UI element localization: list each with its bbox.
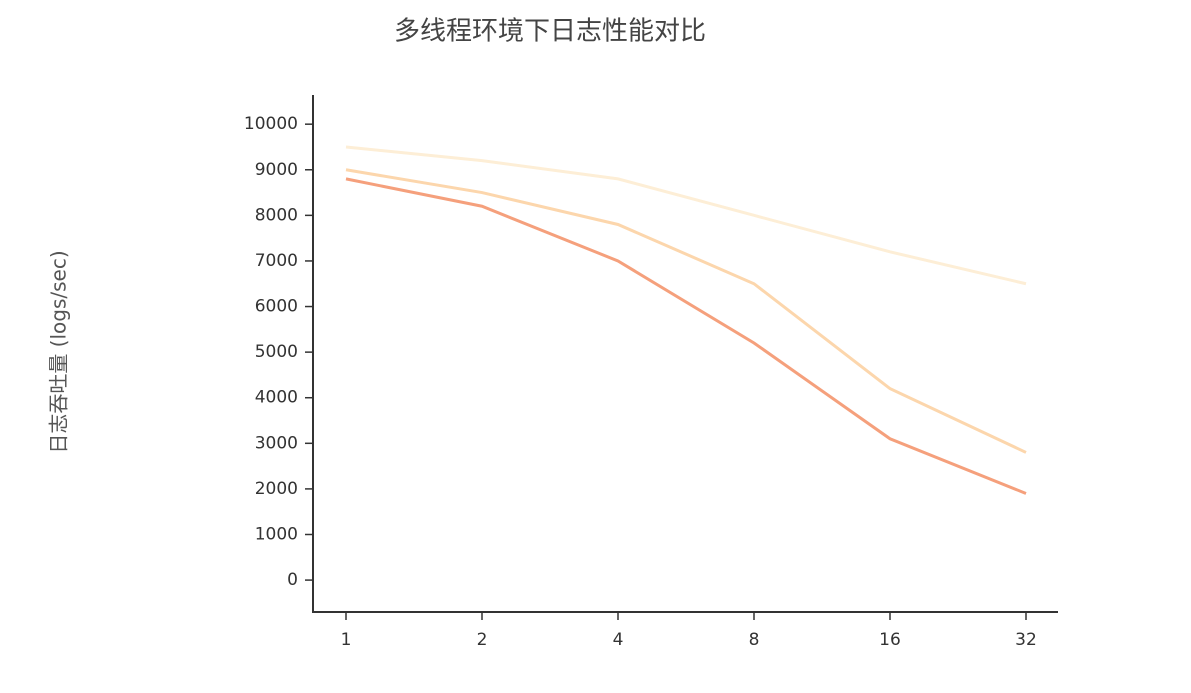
series-line	[345, 145, 1027, 286]
x-tick-label: 1	[341, 630, 352, 650]
y-tick-label: 9000	[255, 160, 298, 180]
y-axis-label: 日志吞吐量 (logs/sec)	[47, 250, 71, 453]
x-tick-label: 16	[879, 630, 901, 650]
y-tick-label: 6000	[255, 297, 298, 317]
x-tick-label: 32	[1015, 630, 1037, 650]
y-tick-label: 4000	[255, 388, 298, 408]
y-tick-label: 10000	[244, 114, 298, 134]
x-tick-label: 8	[749, 630, 760, 650]
chart-title: 多线程环境下日志性能对比	[394, 17, 706, 47]
y-tick-label: 3000	[255, 433, 298, 453]
y-tick-label: 0	[287, 570, 298, 590]
y-tick-label: 8000	[255, 205, 298, 225]
x-tick-label: 4	[613, 630, 624, 650]
series-line	[345, 177, 1027, 495]
series-line	[345, 168, 1027, 454]
y-tick-label: 1000	[255, 524, 298, 544]
x-tick-label: 2	[477, 630, 488, 650]
y-tick-label: 7000	[255, 251, 298, 271]
y-tick-label: 2000	[255, 479, 298, 499]
y-tick-label: 5000	[255, 342, 298, 362]
